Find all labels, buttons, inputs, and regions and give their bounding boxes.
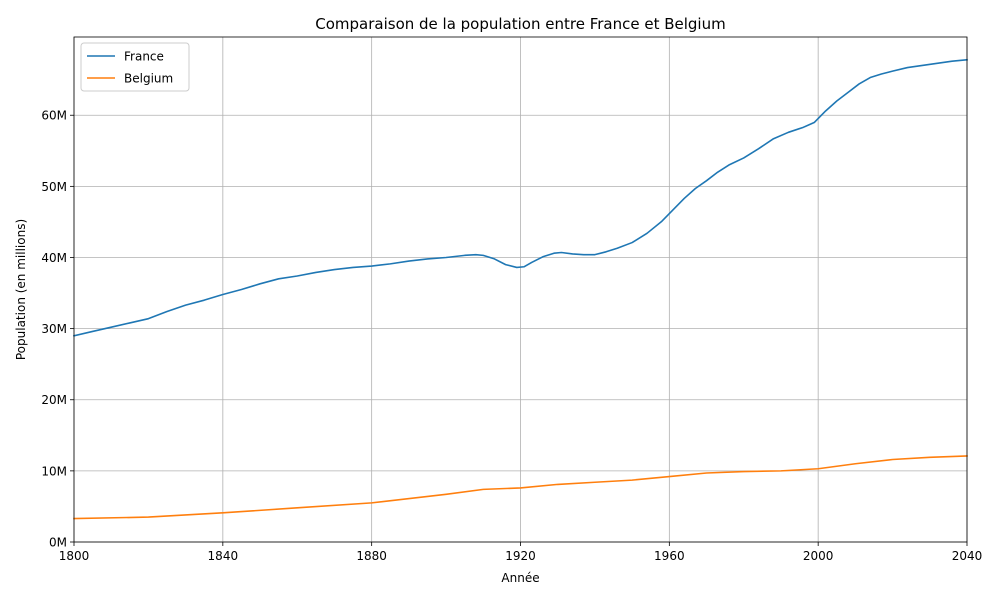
y-tick-label: 10M [41,464,67,478]
y-axis-ticks: 0M 10M 20M 30M 40M 50M 60M [41,109,74,550]
legend-label-france: France [124,50,164,64]
y-axis-label: Population (en millions) [14,219,28,360]
chart-title: Comparaison de la population entre Franc… [315,15,725,33]
y-tick-label: 50M [41,180,67,194]
y-tick-label: 60M [41,109,67,123]
x-tick-label: 1920 [505,549,536,563]
series-layer [73,58,968,520]
x-tick-label: 1880 [356,549,387,563]
x-tick-label: 1840 [208,549,239,563]
y-tick-label: 40M [41,251,67,265]
y-tick-label: 0M [49,536,67,550]
legend-box [80,42,190,92]
x-tick-label: 1960 [654,549,685,563]
y-tick-label: 20M [41,393,67,407]
legend-label-belgium: Belgium [124,72,173,86]
series-line-belgium [73,455,968,520]
legend: France Belgium [80,42,190,92]
x-tick-label: 2040 [952,549,983,563]
x-tick-label: 2000 [803,549,834,563]
x-axis-label: Année [501,571,539,585]
x-tick-label: 1800 [59,549,90,563]
series-line-france [73,58,968,337]
y-tick-label: 30M [41,322,67,336]
x-axis-ticks: 1800 1840 1880 1920 1960 2000 2040 [59,542,983,563]
